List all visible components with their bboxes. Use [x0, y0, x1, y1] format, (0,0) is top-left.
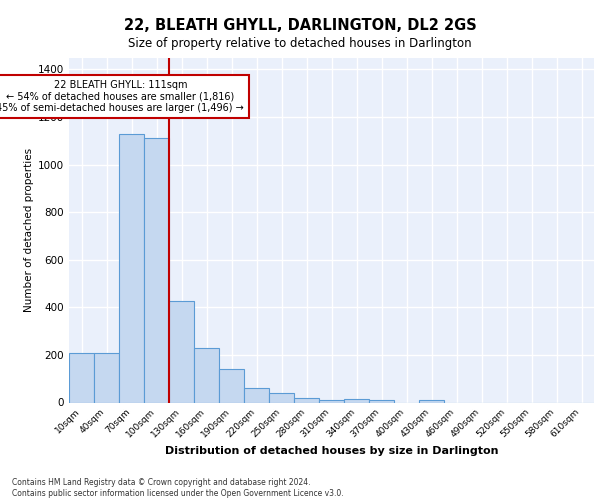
Y-axis label: Number of detached properties: Number of detached properties — [24, 148, 34, 312]
Text: 22 BLEATH GHYLL: 111sqm
← 54% of detached houses are smaller (1,816)
45% of semi: 22 BLEATH GHYLL: 111sqm ← 54% of detache… — [0, 80, 244, 114]
Bar — [169, 302, 194, 402]
Bar — [244, 388, 269, 402]
Bar — [94, 352, 119, 403]
Bar — [294, 398, 319, 402]
Bar — [194, 348, 219, 403]
Bar — [119, 134, 144, 402]
Bar — [219, 369, 244, 402]
Text: Contains HM Land Registry data © Crown copyright and database right 2024.
Contai: Contains HM Land Registry data © Crown c… — [12, 478, 344, 498]
Bar — [69, 352, 94, 403]
Text: 22, BLEATH GHYLL, DARLINGTON, DL2 2GS: 22, BLEATH GHYLL, DARLINGTON, DL2 2GS — [124, 18, 476, 32]
Bar — [344, 399, 369, 402]
Text: Size of property relative to detached houses in Darlington: Size of property relative to detached ho… — [128, 38, 472, 51]
Bar — [419, 400, 444, 402]
X-axis label: Distribution of detached houses by size in Darlington: Distribution of detached houses by size … — [165, 446, 498, 456]
Bar — [269, 393, 294, 402]
Bar — [369, 400, 394, 402]
Bar — [144, 138, 169, 402]
Bar — [319, 400, 344, 402]
